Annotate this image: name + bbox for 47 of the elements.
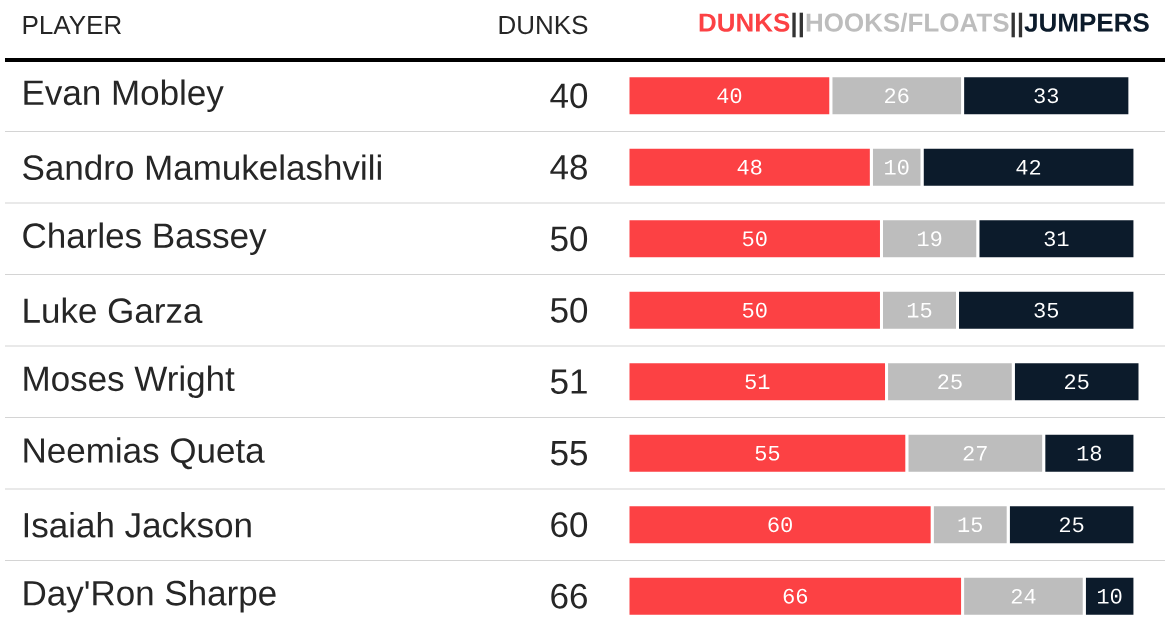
y-tick-label: Day'Ron Sharpe bbox=[24, 579, 276, 613]
text: || bbox=[792, 12, 803, 38]
data-label: 10 bbox=[1097, 588, 1122, 604]
annotation: 48 bbox=[737, 159, 762, 175]
data-label: 50 bbox=[550, 226, 588, 252]
data-label: 24 bbox=[1011, 588, 1036, 604]
y-tick-label: Isaiah Jackson bbox=[24, 511, 251, 538]
annotation: 40 bbox=[717, 88, 742, 104]
series-label: DUNKS bbox=[699, 13, 790, 32]
data-label: 42 bbox=[1016, 159, 1041, 175]
data-label: 66 bbox=[551, 583, 587, 609]
data-label: 31 bbox=[1044, 231, 1069, 247]
data-label: 60 bbox=[551, 512, 588, 538]
annotation: 66 bbox=[783, 588, 808, 604]
data-label: 27 bbox=[963, 445, 987, 461]
annotation: 50 bbox=[742, 302, 767, 318]
data-label: 18 bbox=[1077, 445, 1102, 461]
data-label: 50 bbox=[550, 297, 588, 323]
data-label: 35 bbox=[1034, 302, 1059, 318]
annotation: 60 bbox=[768, 517, 792, 533]
data-label: 40 bbox=[550, 83, 588, 109]
text: DUNKS bbox=[499, 15, 588, 35]
data-label: 55 bbox=[550, 441, 587, 466]
y-tick-label: Charles Bassey bbox=[23, 222, 267, 256]
y-tick-label: Moses Wright bbox=[24, 365, 235, 399]
data-label: 19 bbox=[918, 231, 942, 247]
data-label: 33 bbox=[1034, 88, 1059, 104]
y-tick-label: Neemias Queta bbox=[24, 437, 265, 470]
data-label: 48 bbox=[550, 154, 587, 180]
text: || bbox=[1011, 12, 1023, 38]
data-label: 15 bbox=[907, 302, 932, 318]
y-tick-label: Evan Mobley bbox=[24, 79, 224, 113]
data-label: 51 bbox=[550, 369, 587, 394]
series-label: JUMPERS bbox=[1024, 13, 1149, 32]
data-label: 25 bbox=[1065, 374, 1089, 390]
data-label: 15 bbox=[958, 517, 982, 533]
data-label: 25 bbox=[938, 374, 962, 390]
series-label: HOOKS/FLOATS bbox=[806, 12, 1009, 33]
data-label: 10 bbox=[885, 159, 909, 175]
y-tick-label: Sandro Mamukelashvili bbox=[23, 154, 381, 181]
data-label: 25 bbox=[1059, 517, 1084, 533]
data-label: 26 bbox=[885, 88, 909, 104]
text: PLAYER bbox=[23, 16, 121, 34]
annotation: 55 bbox=[755, 445, 780, 461]
annotation: 50 bbox=[742, 231, 767, 247]
y-tick-label: Luke Garza bbox=[24, 297, 203, 324]
annotation: 51 bbox=[745, 374, 770, 390]
